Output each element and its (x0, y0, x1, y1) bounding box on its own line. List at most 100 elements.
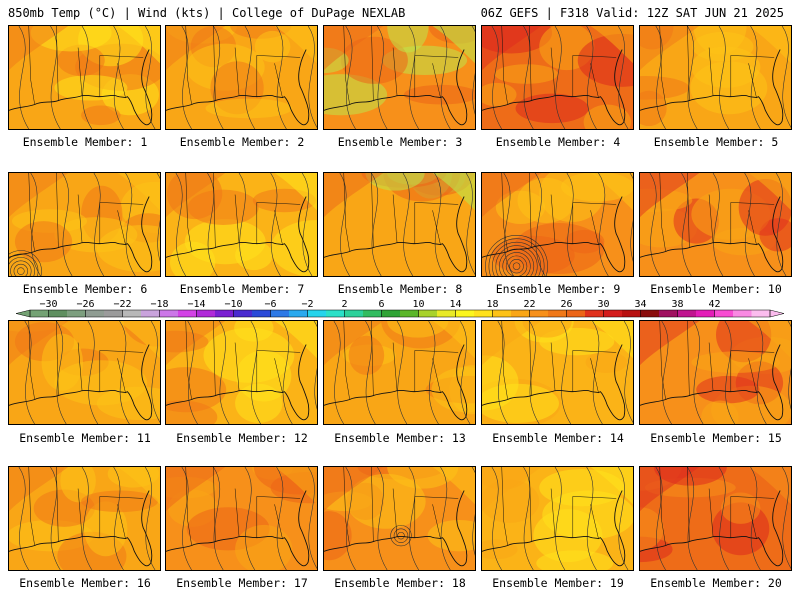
colorbar-segment (67, 310, 86, 317)
temperature-field (9, 26, 160, 129)
ensemble-member-label: Ensemble Member: 9 (495, 282, 621, 296)
ensemble-member-label: Ensemble Member: 18 (334, 576, 466, 590)
colorbar-segment (48, 310, 68, 317)
ensemble-member-label: Ensemble Member: 4 (495, 135, 621, 149)
ensemble-member-label: Ensemble Member: 20 (650, 576, 782, 590)
ensemble-member-map-2 (165, 25, 318, 130)
ensemble-member-label: Ensemble Member: 10 (650, 282, 782, 296)
colorbar-segment (733, 310, 752, 317)
colorbar-max-arrow (769, 309, 785, 318)
colorbar-tick-label: 30 (597, 299, 609, 310)
colorbar-segment (159, 310, 179, 317)
temperature-field (9, 321, 160, 424)
colorbar-segment (363, 310, 382, 317)
ensemble-member-map-9 (481, 172, 634, 277)
map-title: 850mb Temp (°C) | Wind (kts) | College o… (8, 6, 406, 20)
colorbar-segment (196, 310, 216, 317)
colorbar-segment (585, 310, 604, 317)
colorbar-segment (696, 310, 715, 317)
ensemble-member-label: Ensemble Member: 1 (22, 135, 148, 149)
colorbar-tick-label: 22 (523, 299, 535, 310)
ensemble-member-map-17 (165, 466, 318, 571)
colorbar-tick-label: −14 (187, 299, 205, 310)
colorbar-segment (30, 310, 49, 317)
ensemble-member-map-20 (639, 466, 792, 571)
ensemble-member-map-16 (8, 466, 161, 571)
temperature-field (640, 173, 791, 276)
colorbar-segment (141, 310, 160, 317)
colorbar-segment (289, 310, 308, 317)
ensemble-member-label: Ensemble Member: 15 (650, 431, 782, 445)
colorbar-segment (400, 310, 419, 317)
colorbar-tick-label: −2 (301, 299, 313, 310)
temperature-field (166, 26, 317, 129)
colorbar-segment (252, 310, 271, 317)
ensemble-member-label: Ensemble Member: 3 (337, 135, 463, 149)
colorbar-tick-label: 6 (378, 299, 384, 310)
colorbar-segment (85, 310, 105, 317)
ensemble-member-map-5 (639, 25, 792, 130)
colorbar-segment (418, 310, 438, 317)
colorbar-segment (104, 310, 123, 317)
temperature-colorbar: −30 −26 −22 −18 −14 −10 −6 −2 2 6 10 14 18 22 26 30 34 38… (8, 298, 792, 320)
temperature-field (324, 321, 475, 424)
colorbar-segment (603, 310, 623, 317)
colorbar-segment (492, 310, 512, 317)
colorbar-tick-label: 2 (341, 299, 347, 310)
colorbar-segment (344, 310, 364, 317)
ensemble-member-map-15 (639, 320, 792, 425)
colorbar-tick-label: 10 (412, 299, 424, 310)
colorbar-tick-label: −22 (113, 299, 131, 310)
temperature-field (482, 467, 633, 570)
colorbar-segment (622, 310, 641, 317)
colorbar-segment (178, 310, 197, 317)
colorbar-segment (751, 310, 771, 317)
temperature-field (640, 26, 791, 129)
ensemble-member-map-13 (323, 320, 476, 425)
colorbar-tick-label: −18 (150, 299, 168, 310)
colorbar-segment (455, 310, 475, 317)
colorbar-segment (511, 310, 530, 317)
temperature-field (640, 321, 791, 424)
ensemble-member-map-3 (323, 25, 476, 130)
ensemble-member-map-10 (639, 172, 792, 277)
colorbar-tick-label: −10 (224, 299, 242, 310)
temperature-field (166, 467, 317, 570)
ensemble-member-map-14 (481, 320, 634, 425)
ensemble-member-label: Ensemble Member: 19 (492, 576, 624, 590)
temperature-field (640, 467, 791, 570)
colorbar-segment (640, 310, 660, 317)
temperature-field (9, 467, 160, 570)
temperature-field (324, 467, 475, 570)
ensemble-member-label: Ensemble Member: 6 (22, 282, 148, 296)
temperature-field (482, 321, 633, 424)
colorbar-segment (307, 310, 327, 317)
colorbar-segment (381, 310, 401, 317)
ensemble-member-label: Ensemble Member: 11 (19, 431, 151, 445)
colorbar-tick-label: 38 (671, 299, 683, 310)
colorbar-tick-label: −30 (39, 299, 57, 310)
ensemble-member-label: Ensemble Member: 16 (19, 576, 151, 590)
colorbar-segment (474, 310, 493, 317)
temperature-field (482, 26, 633, 129)
ensemble-member-map-11 (8, 320, 161, 425)
temperature-field (324, 173, 475, 276)
temperature-field (324, 26, 475, 129)
colorbar-tick-label: 34 (634, 299, 646, 310)
temperature-field (482, 173, 633, 276)
colorbar-tick-label: 26 (560, 299, 572, 310)
ensemble-member-label: Ensemble Member: 17 (176, 576, 308, 590)
ensemble-member-label: Ensemble Member: 8 (337, 282, 463, 296)
model-run-info: 06Z GEFS | F318 Valid: 12Z SAT JUN 21 20… (480, 6, 784, 20)
colorbar-segment (233, 310, 253, 317)
ensemble-member-label: Ensemble Member: 12 (176, 431, 308, 445)
ensemble-member-map-12 (165, 320, 318, 425)
colorbar-segment (659, 310, 678, 317)
ensemble-member-label: Ensemble Member: 14 (492, 431, 624, 445)
colorbar-tick-label: 18 (486, 299, 498, 310)
ensemble-member-map-8 (323, 172, 476, 277)
colorbar-segment (714, 310, 734, 317)
temperature-field (9, 173, 160, 276)
temperature-field (166, 173, 317, 276)
colorbar-tick-label: −26 (76, 299, 94, 310)
